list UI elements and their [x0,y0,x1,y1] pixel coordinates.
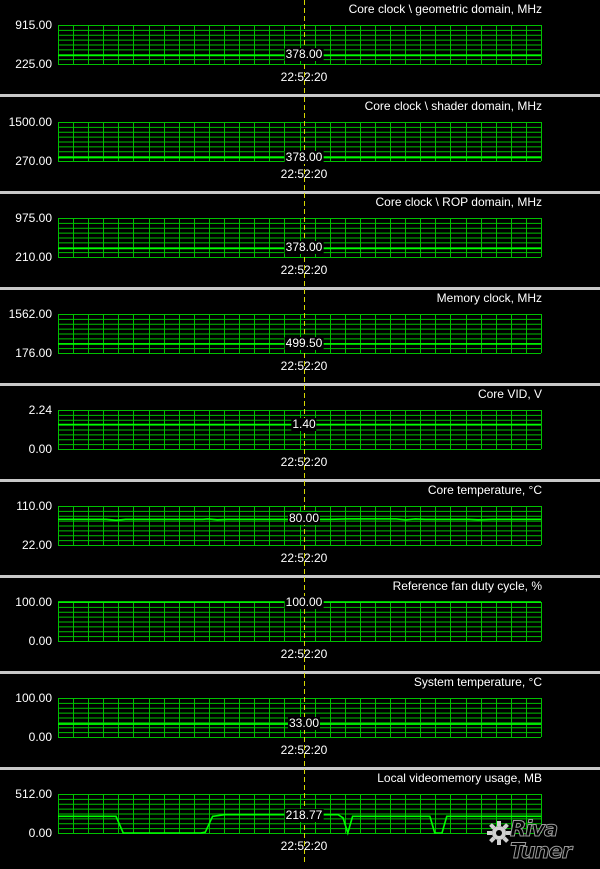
y-min-label: 0.00 [28,730,52,744]
graph-plot [58,481,542,575]
graph-panel[interactable]: Core clock \ shader domain, MHz 1500.00 27… [0,97,600,191]
y-min-label: 0.00 [28,826,52,840]
graph-title: System temperature, °C [413,675,542,689]
current-value-label: 499.50 [284,335,324,350]
y-max-label: 512.00 [15,787,52,801]
current-value-label: 1.40 [291,416,317,431]
graph-title: Core clock \ ROP domain, MHz [375,195,543,209]
current-value-label: 378.00 [284,149,324,164]
cursor-timestamp: 22:52:20 [280,70,328,84]
panel-separator [0,383,600,386]
rivatuner-logo: Riva Tuner [486,816,594,866]
y-max-label: 1562.00 [8,307,52,321]
graph-panel[interactable]: Core temperature, °C 110.00 22.00 80.00 22:5… [0,481,600,575]
gear-icon [487,821,511,845]
graph-title: Core clock \ shader domain, MHz [364,99,542,113]
cursor-timestamp: 22:52:20 [280,551,328,565]
current-value-label: 33.00 [287,716,321,731]
y-max-label: 975.00 [15,211,52,225]
y-min-label: 22.00 [21,538,52,552]
current-value-label: 218.77 [284,808,324,823]
y-max-label: 100.00 [15,691,52,705]
y-max-label: 110.00 [16,499,52,513]
graph-title: Reference fan duty cycle, % [392,579,542,593]
graph-title: Local videomemory usage, MB [377,771,542,785]
current-value-label: 100.00 [284,595,324,609]
graph-plot [58,289,542,383]
panel-separator [0,479,600,482]
current-value-label: 378.00 [284,240,324,255]
current-value-label: 80.00 [287,511,321,526]
y-min-label: 0.00 [28,442,52,456]
data-series-line [58,813,541,836]
cursor-timestamp: 22:52:20 [280,263,328,277]
graph-panel[interactable]: Core clock \ ROP domain, MHz 975.00 210.00… [0,193,600,287]
cursor-timestamp: 22:52:20 [280,455,328,469]
panel-separator [0,287,600,290]
y-min-label: 225.00 [15,57,52,71]
panel-separator [0,94,600,97]
graph-panel[interactable]: Core VID, V 2.24 0.00 1.40 22:52:20 [0,385,600,479]
y-max-label: 1500.00 [8,115,52,129]
y-min-label: 176.00 [15,346,52,360]
graph-panel[interactable]: System temperature, °C 100.00 0.00 33.00 22:… [0,673,600,767]
cursor-timestamp: 22:52:20 [280,743,328,757]
panel-separator [0,767,600,770]
y-max-label: 915.00 [15,18,52,32]
cursor-timestamp: 22:52:20 [280,839,328,853]
graph-panel[interactable]: Core clock \ geometric domain, MHz 915.00… [0,0,600,94]
graph-panel[interactable]: Local videomemory usage, MB 512.00 0.00 218… [0,769,600,863]
graph-panel[interactable]: Reference fan duty cycle, % 100.00 0.00 100… [0,577,600,671]
cursor-timestamp: 22:52:20 [280,359,328,373]
y-max-label: 100.00 [15,595,52,609]
panel-separator [0,671,600,674]
panel-separator [0,575,600,578]
logo-word-riva: Riva [509,817,558,841]
current-value-label: 378.00 [284,47,324,62]
graph-title: Core clock \ geometric domain, MHz [348,2,542,16]
graph-panel[interactable]: Memory clock, MHz 1562.00 176.00 499.50 22:5… [0,289,600,383]
cursor-timestamp: 22:52:20 [280,167,328,181]
cursor-timestamp: 22:52:20 [280,647,328,661]
graph-title: Memory clock, MHz [436,291,542,305]
panel-separator [0,191,600,194]
graph-title: Core temperature, °C [427,483,542,497]
graph-title: Core VID, V [477,387,542,401]
y-min-label: 0.00 [28,634,52,648]
y-min-label: 270.00 [15,154,52,168]
graph-plot [58,97,542,191]
y-min-label: 210.00 [15,250,52,264]
logo-word-tuner: Tuner [509,839,572,863]
y-max-label: 2.24 [28,403,52,417]
